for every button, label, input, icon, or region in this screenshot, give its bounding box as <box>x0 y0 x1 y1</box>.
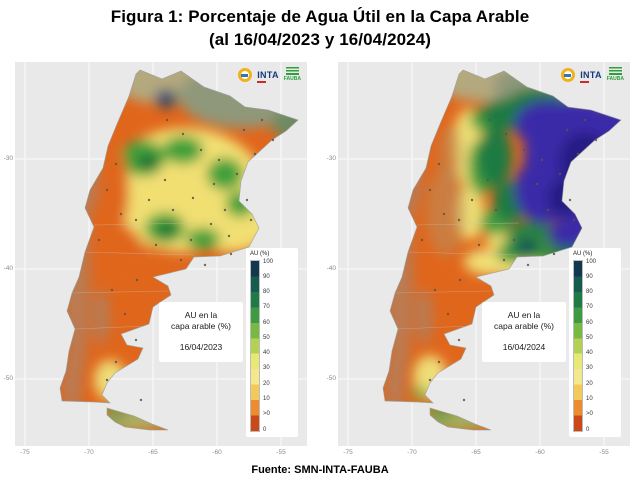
fauba-logo-label: FAUBA <box>606 76 624 82</box>
legend-tick: 50 <box>586 334 593 341</box>
x-axis-tick: -65 <box>148 449 158 456</box>
fauba-logo: FAUBA <box>607 67 624 82</box>
legend-tick: 0 <box>263 426 267 433</box>
tierra-del-fuego-outline <box>106 407 169 431</box>
legend-tick: 10 <box>263 395 270 402</box>
legend-tick: 0 <box>586 426 590 433</box>
info-line-2: capa arable (%) <box>170 321 231 332</box>
y-axis-tick: -40 <box>3 265 13 272</box>
legend-tick: 20 <box>586 380 593 387</box>
legend-tick: 60 <box>586 319 593 326</box>
logo-row: INTA FAUBA <box>561 67 624 85</box>
legend-tick: 50 <box>263 334 270 341</box>
legend-tick: 80 <box>263 289 270 296</box>
figure-title: Figura 1: Porcentaje de Agua Útil en la … <box>110 7 530 26</box>
fauba-logo: FAUBA <box>284 67 301 82</box>
legend-tick: 40 <box>263 350 270 357</box>
station-dots <box>420 118 598 402</box>
legend-title: AU (%) <box>250 251 270 257</box>
legend-tick: 100 <box>263 258 274 265</box>
info-box-2024: AU en la capa arable (%) 16/04/2024 <box>482 302 566 363</box>
info-line-1: AU en la <box>507 310 541 320</box>
legend-tick: 10 <box>586 395 593 402</box>
legend-tick: 70 <box>263 304 270 311</box>
legend-ticks: 100 90 80 70 60 50 40 30 20 10 >0 0 <box>586 259 596 433</box>
y-axis-tick: -30 <box>326 155 336 162</box>
y-axis-tick: -40 <box>326 265 336 272</box>
x-axis-tick: -55 <box>599 449 609 456</box>
info-line-1: AU en la <box>184 310 218 320</box>
legend-tick: 90 <box>586 273 593 280</box>
legend-2024: AU (%) 100 90 80 70 60 50 40 30 20 10 >0… <box>569 248 621 437</box>
fauba-logo-icon <box>285 67 299 76</box>
legend-title: AU (%) <box>573 251 593 257</box>
info-line-2: capa arable (%) <box>493 321 554 332</box>
legend-tick: 30 <box>263 365 270 372</box>
fauba-logo-icon <box>608 67 622 76</box>
legend-tick: 40 <box>586 350 593 357</box>
legend-colorbar <box>573 259 583 432</box>
legend-tick: 20 <box>263 380 270 387</box>
y-axis-tick: -50 <box>3 375 13 382</box>
logo-row: INTA FAUBA <box>238 67 301 85</box>
legend-tick: 30 <box>586 365 593 372</box>
clima-y-agua-logo-icon <box>561 68 576 82</box>
legend-tick: 80 <box>586 289 593 296</box>
province-borders <box>394 222 520 330</box>
legend-tick: 100 <box>586 258 597 265</box>
inta-logo: INTA <box>257 70 279 83</box>
station-dots <box>97 118 275 402</box>
tierra-del-fuego-outline <box>429 407 492 431</box>
y-axis-tick: -30 <box>3 155 13 162</box>
legend-tick: 60 <box>263 319 270 326</box>
legend-tick: 70 <box>586 304 593 311</box>
x-axis-tick: -65 <box>471 449 481 456</box>
x-axis-tick: -70 <box>84 449 94 456</box>
info-box-2023: AU en la capa arable (%) 16/04/2023 <box>159 302 243 363</box>
x-axis-tick: -75 <box>343 449 353 456</box>
figure-subtitle: (al 16/04/2023 y 16/04/2024) <box>208 30 432 49</box>
map-panel-2024: INTA FAUBA AU en la capa arable (%) 16/0… <box>327 62 630 456</box>
province-borders <box>71 222 197 330</box>
info-date: 16/04/2024 <box>502 342 546 353</box>
legend-tick: >0 <box>586 411 593 418</box>
y-axis-tick: -50 <box>326 375 336 382</box>
inta-logo: INTA <box>580 70 602 83</box>
x-axis-tick: -55 <box>276 449 286 456</box>
fauba-logo-label: FAUBA <box>283 76 301 82</box>
x-axis-tick: -60 <box>212 449 222 456</box>
argentina-outline <box>382 69 622 404</box>
legend-tick: 90 <box>263 273 270 280</box>
x-axis-tick: -60 <box>535 449 545 456</box>
legend-colorbar <box>250 259 260 432</box>
legend-2023: AU (%) 100 90 80 70 60 50 40 30 20 10 >0… <box>246 248 298 437</box>
info-date: 16/04/2023 <box>179 342 223 353</box>
x-axis-tick: -75 <box>20 449 30 456</box>
clima-y-agua-logo-icon <box>238 68 253 82</box>
map-panel-2023: INTA FAUBA AU en la capa arable (%) 16/0… <box>4 62 307 456</box>
source-caption: Fuente: SMN-INTA-FAUBA <box>251 464 389 476</box>
legend-ticks: 100 90 80 70 60 50 40 30 20 10 >0 0 <box>263 259 273 433</box>
argentina-outline <box>59 69 299 404</box>
legend-tick: >0 <box>263 411 270 418</box>
x-axis-tick: -70 <box>407 449 417 456</box>
